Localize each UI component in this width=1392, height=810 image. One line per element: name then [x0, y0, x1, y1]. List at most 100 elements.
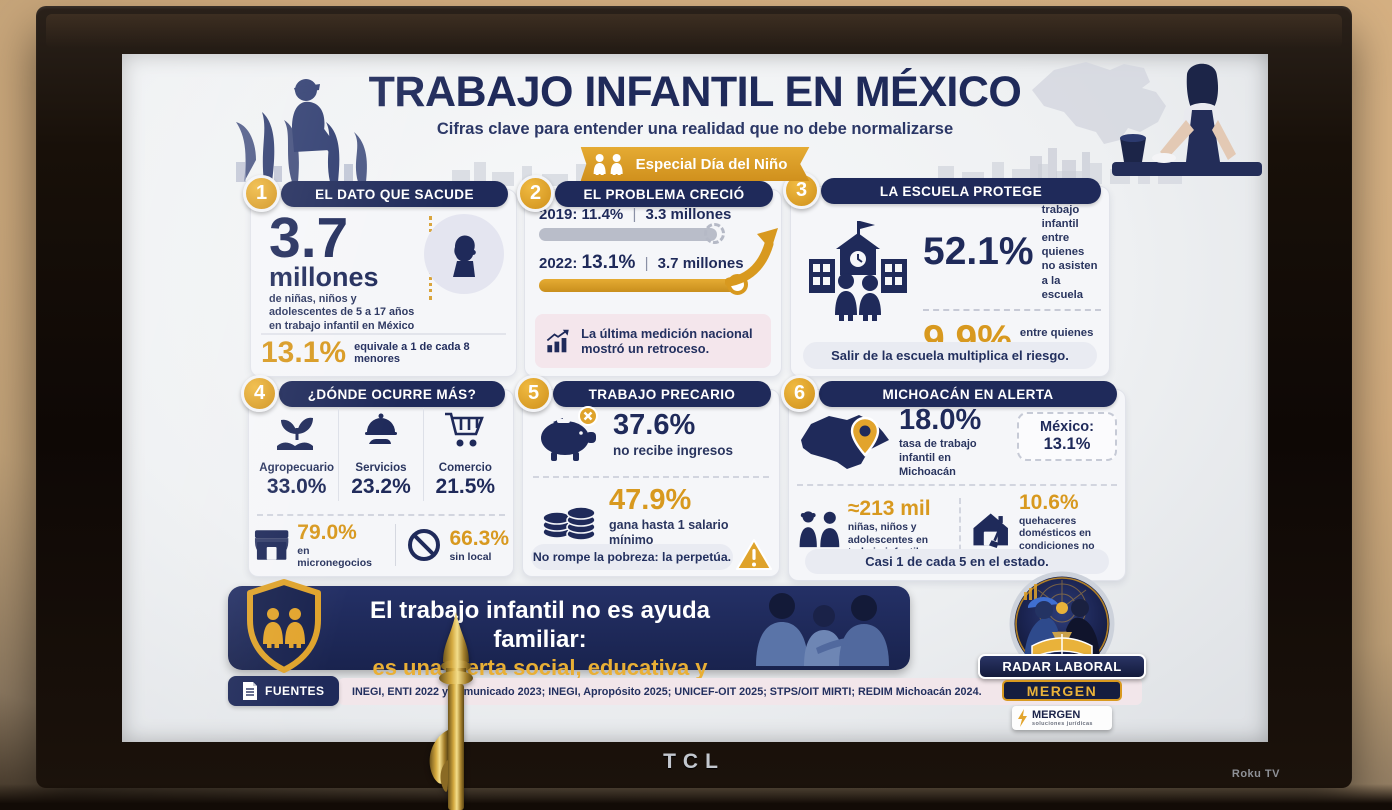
sources-text: INEGI, ENTI 2022 y comunicado 2023; INEG…	[352, 685, 982, 698]
stat-no-school: 52.1%	[923, 230, 1034, 274]
category-comercio: Comercio 21.5%	[422, 408, 507, 501]
note-text: La última medición nacional mostró un re…	[581, 325, 753, 356]
stat-value: 79.0%	[297, 520, 357, 544]
bar-endcap-dashed	[703, 223, 725, 244]
tv-brand-logo: TCL	[663, 750, 725, 773]
no-entry-icon	[408, 529, 441, 561]
bar-2019	[539, 223, 725, 244]
michoacan-map-icon	[801, 414, 889, 469]
shopping-cart-icon	[445, 412, 485, 447]
field-boy-illustration	[236, 79, 367, 182]
card-dato-que-sacude: 1 EL DATO QUE SACUDE 3.7 millones de niñ…	[243, 175, 517, 377]
big-number: 3.7	[269, 206, 349, 270]
page-title: TRABAJO INFANTIL EN MÉXICO	[368, 68, 1022, 116]
section-number-badge: 6	[781, 375, 818, 412]
storefront-icon	[254, 530, 289, 560]
section-title: ¿DÓNDE OCURRE MÁS?	[307, 386, 477, 402]
sin-local-stat: 66.3% sin local	[406, 527, 509, 563]
section-number-badge: 1	[243, 175, 280, 212]
category-label: Agropecuario	[259, 462, 335, 474]
section-title: EL DATO QUE SACUDE	[315, 186, 474, 202]
section-number-badge: 5	[515, 375, 552, 412]
stat-michoacan: 18.0%	[899, 404, 982, 436]
section-footer: Salir de la escuela multiplica el riesgo…	[803, 342, 1097, 369]
bucket	[1120, 138, 1146, 162]
banner-line1: El trabajo infantil no es ayuda familiar…	[369, 597, 711, 653]
category-value: 23.2%	[351, 475, 411, 498]
bubble-title: México:	[1040, 419, 1094, 435]
tv-frame: TRABAJO INFANTIL EN MÉXICO Cifras clave …	[36, 6, 1352, 788]
bar-pct: 13.1%	[581, 252, 636, 273]
stat-label: sin local	[449, 550, 492, 563]
tv-platform-label: Roku TV	[1231, 768, 1280, 780]
logo-subbrand-name: MERGEN	[1032, 708, 1081, 721]
logo-subbrand: MERGEN soluciones jurídicas	[1012, 706, 1112, 730]
logo-name: MERGEN	[1002, 680, 1122, 701]
document-icon	[243, 682, 257, 700]
micronegocios-stat: 79.0% en micronegocios	[253, 522, 385, 569]
stat-value: 66.3%	[449, 526, 509, 550]
category-servicios: Servicios 23.2%	[338, 408, 422, 501]
section-title: MICHOACÁN EN ALERTA	[882, 386, 1054, 402]
message-banner: El trabajo infantil no es ayuda familiar…	[228, 579, 910, 706]
stat-label: en micronegocios	[297, 544, 372, 569]
special-ribbon: Especial Día del Niño	[580, 147, 810, 181]
warning-icon	[736, 539, 772, 570]
page-subtitle: Cifras clave para entender una realidad …	[436, 120, 954, 138]
dashed-vertical-divider	[958, 497, 961, 560]
table-shadow	[0, 784, 1392, 810]
stat-michoacan-label: tasa de trabajo infantil en Michoacán	[899, 438, 977, 478]
sources-badge: FUENTES	[228, 676, 339, 706]
separator: |	[644, 255, 649, 272]
sources-label: FUENTES	[265, 684, 325, 698]
bar-amount: 3.7 millones	[657, 255, 744, 272]
logo-emblem	[1009, 571, 1115, 677]
piggy-bank-icon	[541, 406, 598, 461]
stat-no-income: 37.6%	[613, 408, 696, 441]
serving-dish-icon	[364, 413, 397, 444]
bar-year: 2022:	[539, 255, 578, 272]
trophy-finial	[429, 612, 473, 810]
lightning-icon	[1018, 709, 1027, 727]
dashed-divider	[257, 514, 505, 516]
growth-arrow-icon	[725, 228, 778, 286]
stat-min-wage-label: gana hasta 1 salario mínimo	[609, 518, 729, 547]
category-value: 33.0%	[266, 475, 327, 498]
stat-description: de niñas, niños y adolescentes de 5 a 17…	[269, 293, 415, 332]
mexico-map-outline	[1032, 62, 1166, 144]
vertical-divider	[395, 524, 397, 566]
stat-no-income-label: no recibe ingresos	[613, 442, 734, 458]
girl-figure	[1152, 63, 1236, 163]
mexico-comparison-bubble: México: 13.1%	[1017, 412, 1117, 461]
stat-quehaceres: 10.6%	[1019, 491, 1079, 514]
three-children-photo	[756, 593, 889, 666]
category-value: 21.5%	[435, 475, 496, 498]
tv-screen: TRABAJO INFANTIL EN MÉXICO Cifras clave …	[122, 54, 1268, 742]
section-title: LA ESCUELA PROTEGE	[879, 183, 1043, 199]
stat-no-school-label: trabajo infantil entre quienes no asiste…	[1041, 204, 1098, 301]
card-michoacan-en-alerta: 6 MICHOACÁN EN ALERTA 18.0% tasa de trab…	[781, 375, 1126, 581]
section-number-badge: 4	[241, 375, 278, 412]
card-escuela-protege: 3 LA ESCUELA PROTEGE 52.1%	[783, 172, 1110, 377]
section-number-badge: 2	[517, 175, 554, 212]
section-footer: No rompe la pobreza: la perpetúa.	[531, 544, 733, 570]
percentage-stat: 13.1%	[261, 336, 347, 369]
card-donde-ocurre-mas: 4 ¿DÓNDE OCURRE MÁS? Agropecuario 33.0% …	[241, 375, 514, 577]
category-label: Servicios	[355, 462, 407, 474]
bar-pct: 11.4%	[581, 206, 624, 223]
girl-cleaning-illustration	[1030, 62, 1262, 182]
child-silhouette-icon	[453, 235, 476, 277]
dashed-divider	[923, 308, 1101, 311]
stat-213mil: ≈213 mil	[847, 497, 931, 521]
logo-banner: RADAR LABORAL	[978, 654, 1146, 679]
card-trabajo-precario: 5 TRABAJO PRECARIO 37.6%	[515, 375, 780, 577]
school-icon	[809, 221, 907, 321]
dashed-divider	[533, 476, 769, 478]
table	[1112, 162, 1262, 176]
children-icon	[593, 154, 623, 175]
bubble-value: 13.1%	[1043, 435, 1091, 453]
bar-amount: 3.3 millones	[645, 206, 732, 223]
sprout-icon	[276, 417, 313, 450]
category-agropecuario: Agropecuario 33.0%	[255, 408, 338, 501]
house-broom-icon	[973, 513, 1008, 548]
